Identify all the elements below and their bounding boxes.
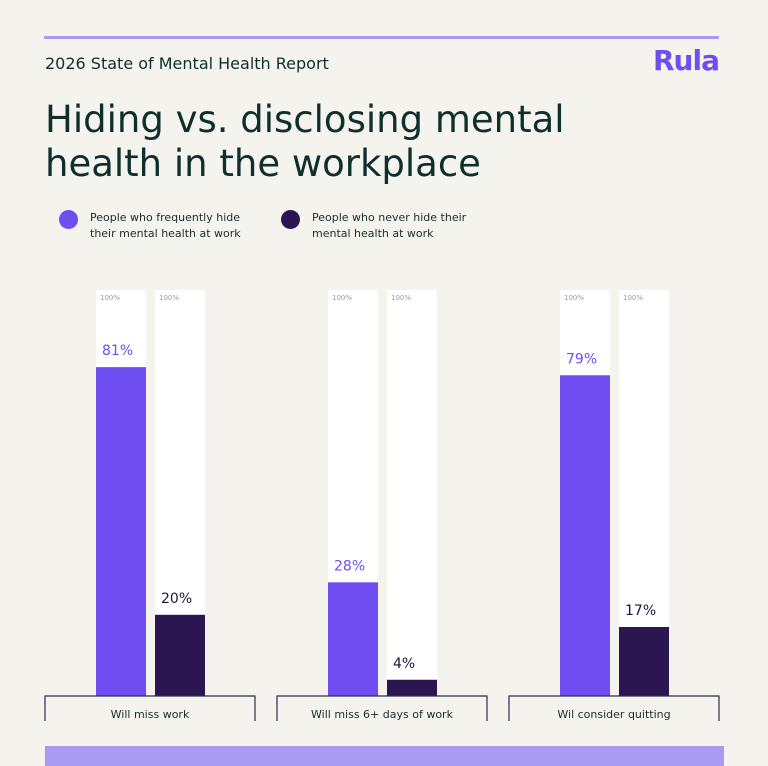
max-label: 100% <box>623 294 643 302</box>
bar-track <box>387 290 437 696</box>
bar-chart: 100% 81% 100% 20% Will miss work 100% 28% 100% 4… <box>44 290 720 721</box>
legend-label-never: People who never hide their mental healt… <box>312 211 467 240</box>
data-label: 81% <box>102 343 133 359</box>
legend-label-hide: People who frequently hide their mental … <box>90 211 241 240</box>
bar <box>560 375 610 696</box>
category-bracket <box>508 695 720 721</box>
category-bracket <box>276 695 488 721</box>
category-bracket <box>44 695 256 721</box>
data-label: 20% <box>161 591 192 607</box>
legend-swatch-never <box>281 210 300 229</box>
report-name: 2026 State of Mental Health Report <box>45 54 329 73</box>
max-label: 100% <box>564 294 584 302</box>
bar <box>619 626 669 696</box>
max-label: 100% <box>100 294 120 302</box>
max-label: 100% <box>159 294 179 302</box>
bar <box>96 367 146 696</box>
bar <box>328 582 378 696</box>
category-label: Will miss 6+ days of work <box>311 708 454 721</box>
page-title: Hiding vs. disclosing mental health in t… <box>45 98 565 185</box>
data-label: 17% <box>625 603 656 619</box>
data-label: 28% <box>334 558 365 574</box>
legend-item-hide: People who frequently hide their mental … <box>59 210 265 242</box>
category-label: Will miss work <box>111 708 190 721</box>
rula-logo: Rula <box>653 44 720 77</box>
data-label: 79% <box>566 351 597 367</box>
bottom-accent-bar <box>45 746 724 766</box>
category-label: Wil consider quitting <box>557 708 670 721</box>
legend-item-never: People who never hide their mental healt… <box>281 210 487 242</box>
max-label: 100% <box>391 294 411 302</box>
max-label: 100% <box>332 294 352 302</box>
top-rule <box>44 36 719 39</box>
data-label: 4% <box>393 656 415 672</box>
legend-swatch-hide <box>59 210 78 229</box>
bar <box>387 679 437 696</box>
bar <box>155 614 205 696</box>
